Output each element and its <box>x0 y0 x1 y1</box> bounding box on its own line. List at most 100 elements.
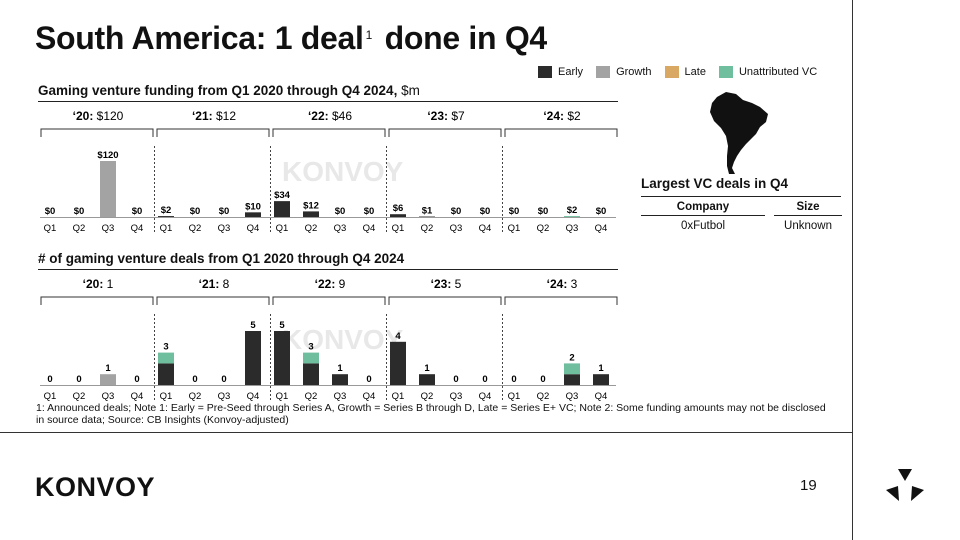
group-bracket <box>388 296 502 305</box>
brand-logo: KONVOY <box>35 472 156 502</box>
category-tick-label: Q1 <box>508 391 521 402</box>
category-tick-label: Q1 <box>44 223 57 234</box>
data-label: 0 <box>540 374 545 385</box>
bar-early <box>303 363 319 385</box>
data-label: $0 <box>509 206 520 217</box>
group-bracket <box>272 296 386 305</box>
legend-label-early: Early <box>558 66 584 78</box>
bar-early <box>390 214 406 217</box>
bar-early <box>245 212 261 217</box>
data-label: 3 <box>308 342 313 353</box>
legend-swatch-unattributed <box>718 66 733 78</box>
data-label: 3 <box>163 342 168 353</box>
category-tick-label: Q1 <box>508 223 521 234</box>
category-tick-label: Q4 <box>131 223 144 234</box>
group-bracket <box>504 128 618 137</box>
footnote: 1: Announced deals; Note 1: Early = Pre-… <box>36 402 826 426</box>
bar-early <box>245 331 261 385</box>
data-label: $34 <box>274 190 291 201</box>
data-label: 0 <box>134 374 139 385</box>
vc-header-rule-size <box>774 215 842 216</box>
group-bracket <box>156 296 270 305</box>
category-tick-label: Q2 <box>537 223 550 234</box>
data-label: $0 <box>219 206 230 217</box>
data-label: 4 <box>395 331 401 342</box>
vc-column-company: Company <box>676 201 730 213</box>
page-number: 19 <box>800 477 817 494</box>
data-label: $2 <box>161 205 172 216</box>
category-tick-label: Q4 <box>247 391 260 402</box>
funding-chart-title: Gaming venture funding from Q1 2020 thro… <box>38 83 420 98</box>
category-tick-label: Q4 <box>595 391 608 402</box>
data-label: 0 <box>76 374 81 385</box>
category-tick-label: Q3 <box>102 223 115 234</box>
category-tick-label: Q2 <box>73 223 86 234</box>
vc-column-size: Size <box>796 201 820 213</box>
data-label: 0 <box>511 374 516 385</box>
group-label: ‘22: $46 <box>308 109 352 123</box>
legend-item-growth: Growth <box>596 66 652 78</box>
category-tick-label: Q2 <box>73 391 86 402</box>
group-bracket <box>40 128 154 137</box>
deals-chart-title: # of gaming venture deals from Q1 2020 t… <box>38 251 404 266</box>
vc-cell-size: Unknown <box>784 220 832 232</box>
category-tick-label: Q1 <box>392 223 405 234</box>
vertical-divider <box>852 0 853 540</box>
data-label: $0 <box>451 206 462 217</box>
title-main: South America: 1 deal <box>35 20 364 56</box>
legend-label-late: Late <box>684 66 706 78</box>
data-label: $1 <box>422 206 433 217</box>
category-tick-label: Q2 <box>537 391 550 402</box>
data-label: $0 <box>190 206 201 217</box>
category-tick-label: Q3 <box>102 391 115 402</box>
south-america-map-icon <box>710 92 768 174</box>
group-label: ‘21: $12 <box>192 109 236 123</box>
data-label: $0 <box>364 206 375 217</box>
category-tick-label: Q2 <box>421 223 434 234</box>
bar-early <box>419 374 435 385</box>
category-tick-label: Q1 <box>276 223 289 234</box>
category-tick-label: Q4 <box>595 223 608 234</box>
legend-label-growth: Growth <box>616 66 652 78</box>
data-label: 1 <box>424 363 430 374</box>
category-tick-label: Q1 <box>392 391 405 402</box>
data-label: $2 <box>567 205 578 216</box>
group-label: ‘23: 5 <box>431 277 462 291</box>
category-tick-label: Q4 <box>363 391 376 402</box>
group-label: ‘22: 9 <box>315 277 346 291</box>
data-label: 0 <box>453 374 458 385</box>
data-label: 0 <box>366 374 371 385</box>
legend-item-late: Late <box>664 66 706 78</box>
data-label: $10 <box>245 201 261 212</box>
legend-item-unattributed: Unattributed VC <box>718 66 817 78</box>
group-bracket <box>40 296 154 305</box>
category-tick-label: Q3 <box>218 223 231 234</box>
category-tick-label: Q4 <box>131 391 144 402</box>
data-label: $0 <box>480 206 491 217</box>
title-end: done in Q4 <box>375 20 548 56</box>
largest-vc-rule <box>641 196 841 197</box>
group-label: ‘24: 3 <box>547 277 578 291</box>
category-tick-label: Q4 <box>479 391 492 402</box>
bar-early <box>303 211 319 217</box>
bar-early <box>332 374 348 385</box>
category-tick-label: Q3 <box>334 391 347 402</box>
title-footnote-marker: 1 <box>365 28 373 42</box>
legend-swatch-early <box>538 66 552 78</box>
bar-early <box>390 341 406 385</box>
legend-swatch-late <box>664 66 679 78</box>
funding-chart-rule <box>38 101 618 102</box>
category-tick-label: Q2 <box>305 223 318 234</box>
data-label: $12 <box>303 200 319 211</box>
data-label: 1 <box>337 363 343 374</box>
bar-early <box>158 363 174 385</box>
vc-cell-company: 0xFutbol <box>680 220 726 232</box>
funding-chart-title-text: Gaming venture funding from Q1 2020 thro… <box>38 83 402 98</box>
category-tick-label: Q3 <box>566 391 579 402</box>
category-tick-label: Q3 <box>334 223 347 234</box>
category-tick-label: Q3 <box>450 223 463 234</box>
data-label: $0 <box>538 206 549 217</box>
data-label: $120 <box>97 150 118 161</box>
group-label: ‘24: $2 <box>543 109 581 123</box>
category-tick-label: Q1 <box>160 223 173 234</box>
